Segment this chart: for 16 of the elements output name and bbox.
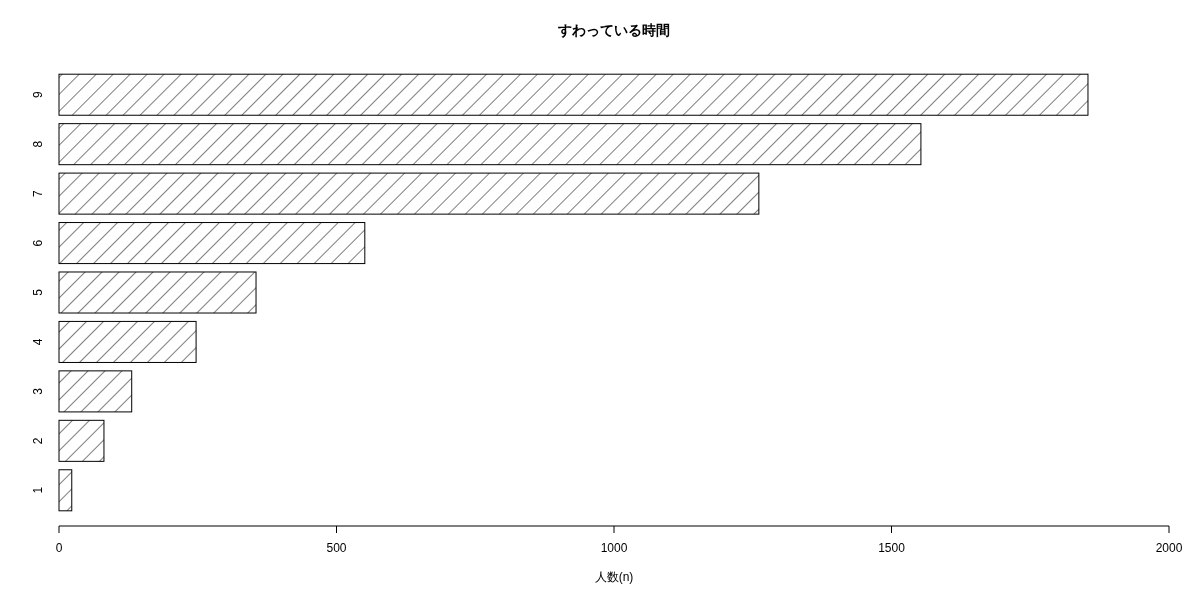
x-axis-title: 人数(n) — [594, 570, 634, 584]
y-tick-label: 4 — [31, 338, 45, 346]
y-tick-label: 1 — [31, 486, 45, 494]
x-tick-label: 1500 — [878, 541, 906, 555]
y-tick-label: 7 — [31, 189, 45, 197]
y-tick-label: 5 — [31, 288, 45, 296]
chart-title: すわっている時間 — [557, 22, 670, 38]
y-tick-label: 3 — [31, 387, 45, 395]
x-tick-label: 0 — [55, 541, 63, 555]
y-tick-label: 2 — [31, 437, 45, 445]
y-tick-label: 8 — [31, 140, 45, 148]
x-tick-label: 2000 — [1155, 541, 1183, 555]
x-tick-label: 1000 — [600, 541, 628, 555]
x-tick-label: 500 — [326, 541, 347, 555]
y-tick-label: 9 — [31, 91, 45, 99]
y-tick-label: 6 — [31, 239, 45, 247]
